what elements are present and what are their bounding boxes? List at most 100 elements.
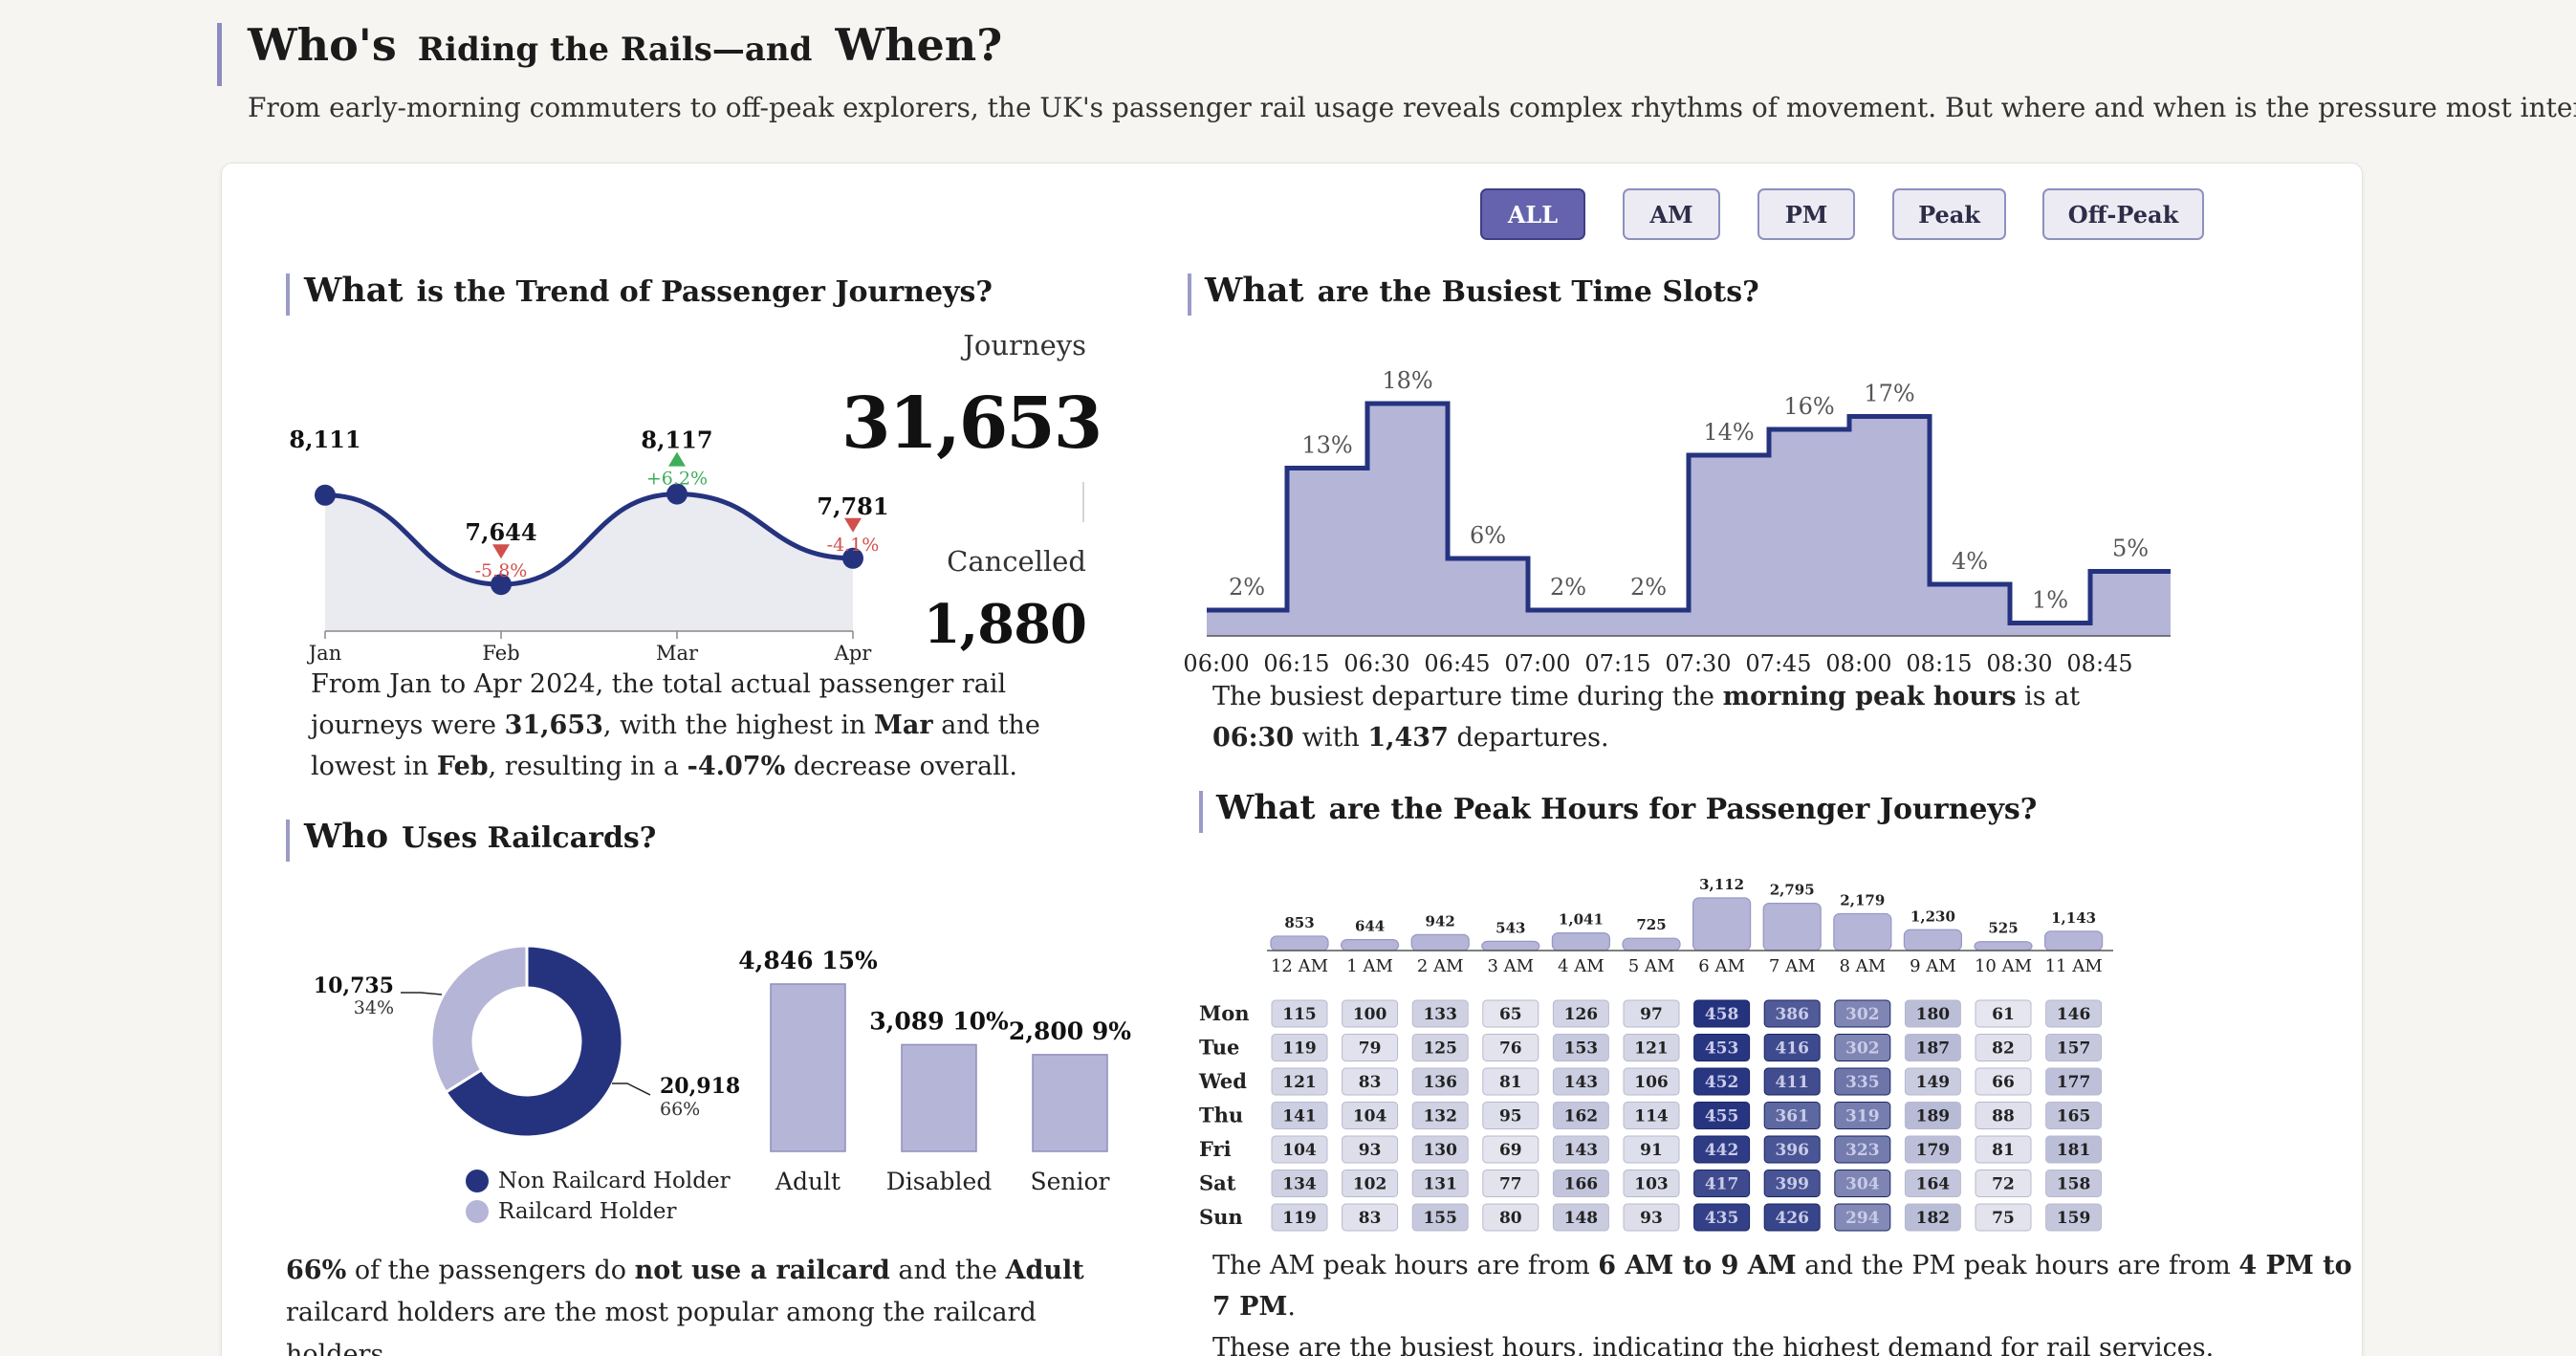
peak-section-title: What are the Peak Hours for Passenger Jo…: [1216, 788, 2037, 827]
railcards-summary-bold: not use a railcard: [634, 1256, 890, 1285]
heatmap-cell-value: 453: [1705, 1039, 1739, 1059]
peak-summary-pm: 4 PM to 7 PM: [1212, 1251, 2352, 1322]
heatmap-cell-value: 426: [1775, 1209, 1809, 1228]
peak-summary: The AM peak hours are from 6 AM to 9 AM …: [1212, 1245, 2360, 1356]
filter-off-peak-button[interactable]: Off-Peak: [2042, 188, 2204, 240]
heatmap-cell: [1623, 1135, 1680, 1164]
busy-step-bar: [1930, 584, 2010, 636]
peak-title-bold: What: [1216, 788, 1316, 827]
heatmap-cell-value: 93: [1640, 1209, 1663, 1228]
heatmap-cell: [1904, 1203, 1961, 1232]
heatmap-cell: [1834, 1170, 1891, 1197]
heatmap-cell: [2045, 1135, 2103, 1164]
heatmap-cell-value: 396: [1775, 1141, 1809, 1160]
heatmap-cell: [1623, 1102, 1680, 1129]
hour-total-bar: [2043, 930, 2104, 951]
trend-x-tick-label: Jan: [307, 642, 341, 665]
trend-line-chart: Jan 8,111 Feb 7,644 -5.8% Mar 8,117 +6.2% Apr 7,7…: [289, 426, 888, 665]
heatmap-cell-value: 106: [1634, 1073, 1669, 1092]
heatmap-cell-value: 177: [2057, 1073, 2091, 1092]
heatmap-cell: [1482, 1034, 1539, 1061]
filter-peak-button[interactable]: Peak: [1892, 188, 2006, 240]
busy-step-bar: [1367, 404, 1448, 636]
heatmap-cell: [1342, 1034, 1399, 1061]
heatmap-cell: [1975, 1203, 2032, 1232]
heatmap-cell: [1552, 1034, 1609, 1061]
busy-value-label: 16%: [1783, 393, 1834, 420]
heatmap-cell-value: 75: [1992, 1209, 2015, 1228]
heatmap-cell: [1693, 1102, 1751, 1129]
heatmap-cell-value: 132: [1423, 1107, 1457, 1126]
heatmap-cell: [1411, 999, 1469, 1028]
hour-total-label: 725: [1636, 916, 1666, 933]
trend-area: [325, 493, 853, 631]
railcards-section-title: Who Uses Railcards?: [304, 817, 656, 856]
heatmap-cell-value: 165: [2057, 1107, 2091, 1126]
heatmap-cell-value: 102: [1353, 1175, 1387, 1194]
heatmap-cell: [1552, 1170, 1609, 1197]
busy-x-tick-label: 07:15: [1584, 650, 1650, 677]
hour-total-label: 1,230: [1910, 908, 1955, 925]
heatmap-cell: [1904, 1135, 1961, 1164]
busy-value-label: 14%: [1703, 419, 1754, 446]
heatmap-cell: [1763, 1034, 1821, 1061]
heatmap-cell: [1623, 999, 1680, 1028]
heatmap-cell-value: 141: [1282, 1107, 1317, 1126]
busy-value-label: 17%: [1864, 381, 1914, 407]
heatmap-cell: [1904, 1067, 1961, 1096]
trend-summary-part: , with the highest in: [602, 711, 866, 740]
heatmap-cell-value: 166: [1564, 1175, 1599, 1194]
heatmap-cell-value: 114: [1634, 1107, 1669, 1126]
legend-label: Non Railcard Holder: [498, 1169, 731, 1193]
heatmap-cell-value: 81: [1992, 1141, 2015, 1160]
busy-x-tick-label: 06:45: [1424, 650, 1490, 677]
heatmap-cell: [1411, 1170, 1469, 1197]
page-title-accent-bar: [217, 23, 222, 86]
heatmap-cell-value: 130: [1423, 1141, 1457, 1160]
filter-all-button[interactable]: ALL: [1480, 188, 1585, 240]
heatmap-cell: [1342, 999, 1399, 1028]
hour-axis-label: 6 AM: [1698, 956, 1745, 976]
heatmap-cell: [1482, 1067, 1539, 1096]
heatmap-cell-value: 83: [1359, 1209, 1382, 1228]
heatmap-cell: [1482, 1203, 1539, 1232]
trend-summary: From Jan to Apr 2024, the total actual p…: [311, 664, 1114, 787]
trend-point: [842, 547, 863, 569]
heatmap-cell-value: 79: [1359, 1039, 1382, 1059]
busy-summary: The busiest departure time during the mo…: [1212, 676, 2169, 758]
trend-title-accent-bar: [286, 273, 290, 316]
filter-am-button[interactable]: AM: [1623, 188, 1720, 240]
heatmap-cell: [1904, 1034, 1961, 1061]
heatmap-cell-value: 458: [1705, 1005, 1739, 1024]
heatmap-cell: [1975, 1102, 2032, 1129]
heatmap-cell: [1904, 1170, 1961, 1197]
heatmap-cell: [1693, 1067, 1751, 1096]
hour-axis-label: 10 AM: [1975, 956, 2032, 976]
heatmap-cell-value: 335: [1845, 1073, 1880, 1092]
peak-summary-part: The AM peak hours are from: [1212, 1251, 1590, 1280]
heatmap-cell: [1834, 1067, 1891, 1096]
trend-summary-part: , resulting in a: [488, 752, 680, 781]
trend-x-tick-label: Mar: [656, 642, 699, 665]
heatmap-cell-value: 158: [2057, 1175, 2091, 1194]
page-title: Who's Riding the Rails—and When?: [248, 19, 1002, 71]
trend-down-arrow: [844, 517, 862, 533]
railcard-bar-category-label: Senior: [1030, 1168, 1109, 1195]
heatmap-cell-value: 82: [1992, 1039, 2015, 1059]
heatmap-cell-value: 187: [1916, 1039, 1951, 1059]
donut-percent-label: 34%: [354, 997, 394, 1018]
heatmap-cell: [1482, 1170, 1539, 1197]
busy-step-bar: [2090, 572, 2171, 637]
heatmap-cell: [1693, 999, 1751, 1028]
hour-axis-label: 7 AM: [1769, 956, 1816, 976]
heatmap-cell-value: 93: [1359, 1141, 1382, 1160]
legend-non-railcard: Non Railcard Holder: [466, 1169, 731, 1193]
heatmap-cell: [1834, 1203, 1891, 1232]
heatmap-row-label: Mon: [1199, 1001, 1250, 1025]
busy-step-bar: [1207, 610, 1287, 636]
heatmap-cell-value: 91: [1640, 1141, 1663, 1160]
busy-step-bar: [1689, 455, 1769, 636]
filter-pm-button[interactable]: PM: [1757, 188, 1855, 240]
heatmap-cell: [2045, 1170, 2103, 1197]
